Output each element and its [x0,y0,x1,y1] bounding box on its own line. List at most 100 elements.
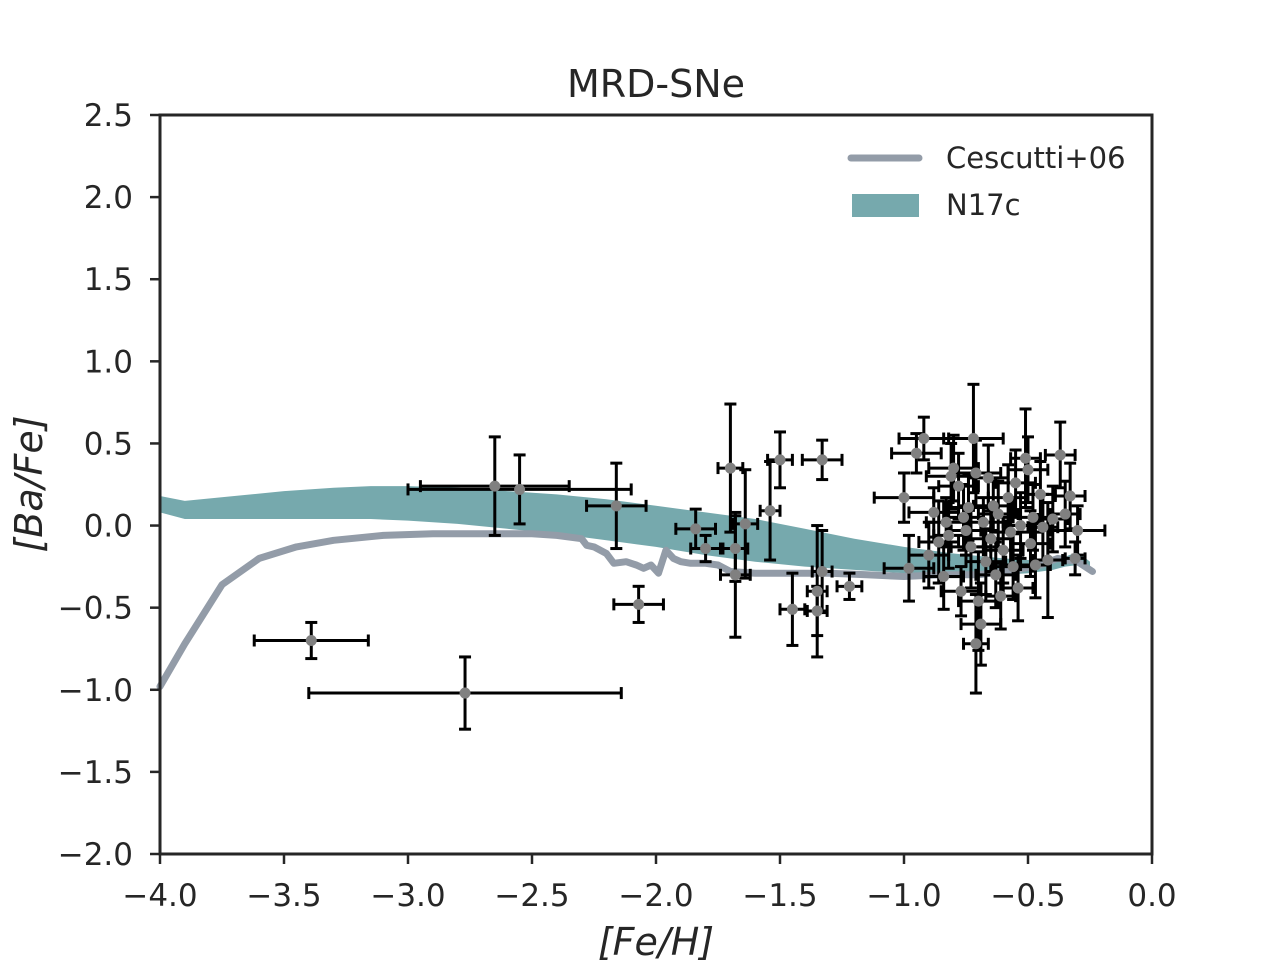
data-point [1064,490,1076,502]
data-point [977,516,989,528]
data-point [965,541,977,553]
data-point [918,433,930,445]
data-point [970,638,982,650]
x-axis-label: [Fe/H] [598,920,714,960]
data-point [1024,538,1036,550]
data-point [816,566,828,578]
data-point [1002,492,1014,504]
data-point [811,585,823,597]
data-point [786,603,798,615]
data-point [729,569,741,581]
legend-label-cescutti: Cescutti+06 [946,141,1126,175]
y-tick-label: −2.0 [58,837,133,873]
x-tick-label: −4.0 [122,878,197,914]
data-point [610,500,622,512]
data-point [811,605,823,617]
data-point [724,462,736,474]
x-tick-label: −3.5 [246,878,321,914]
y-tick-label: 2.0 [84,180,133,216]
data-point [982,472,994,484]
data-point [923,549,935,561]
x-tick-label: −3.0 [370,878,445,914]
data-point [960,524,972,536]
data-point [739,518,751,530]
data-point [1047,513,1059,525]
data-point [1020,452,1032,464]
data-point [938,570,950,582]
data-point [972,595,984,607]
data-point [1072,524,1084,536]
data-point [489,480,501,492]
data-point [1029,559,1041,571]
y-tick-label: 1.5 [84,262,133,298]
x-ticks: −4.0 −3.5 −3.0 −2.5 −2.0 −1.5 −1.0 −0.5 0.0 [122,854,1177,914]
data-point [987,500,999,512]
data-point [928,506,940,518]
data-point [992,508,1004,520]
data-point [1027,511,1039,523]
data-point [1059,508,1071,520]
data-point [903,562,915,574]
data-point [910,447,922,459]
legend-band-swatch [852,194,919,217]
x-tick-label: 0.0 [1127,878,1176,914]
legend: Cescutti+06 N17c [847,141,1126,222]
data-point [1007,561,1019,573]
y-tick-label: 0.5 [84,426,133,462]
x-tick-label: −2.0 [618,878,693,914]
data-point [962,501,974,513]
data-point [1042,554,1054,566]
x-tick-label: −1.0 [866,878,941,914]
data-point [305,635,317,647]
data-point [764,505,776,517]
data-point [1005,526,1017,538]
axes-frame [158,113,1154,856]
point-layer [305,433,1084,699]
data-point [948,462,960,474]
y-tick-label: 2.5 [84,98,133,134]
data-point [690,523,702,535]
legend-label-n17c: N17c [946,188,1021,222]
y-tick-label: −0.5 [58,591,133,627]
data-point [774,454,786,466]
data-point [898,492,910,504]
data-point [700,543,712,555]
data-point [1010,477,1022,489]
data-point [995,590,1007,602]
chart-title: MRD-SNe [567,62,745,106]
data-point [1022,464,1034,476]
band-layer [160,486,1090,575]
data-point [1034,488,1046,500]
data-point [816,454,828,466]
data-point [514,483,526,495]
data-point [975,618,987,630]
data-point [970,467,982,479]
data-point [990,569,1002,581]
data-point [1054,449,1066,461]
x-tick-label: −2.5 [494,878,569,914]
data-point [633,598,645,610]
y-tick-label: −1.5 [58,755,133,791]
data-point [955,585,967,597]
data-point [958,511,970,523]
data-point [459,687,471,699]
data-point [980,556,992,568]
data-point [1015,520,1027,532]
data-point [985,533,997,545]
errorbar [835,571,864,601]
n17c-band [160,486,1090,575]
y-ticks: −2.0 −1.5 −1.0 −0.5 0.0 0.5 1.0 1.5 2.0 2.5 [58,98,160,873]
y-tick-label: 0.0 [84,509,133,545]
x-tick-label: −1.5 [742,878,817,914]
data-point [997,544,1009,556]
y-tick-label: 1.0 [84,344,133,380]
data-point [1069,552,1081,564]
x-tick-label: −0.5 [990,878,1065,914]
data-point [940,516,952,528]
data-point [1012,582,1024,594]
y-tick-label: −1.0 [58,673,133,709]
data-point [729,543,741,555]
data-point [933,536,945,548]
